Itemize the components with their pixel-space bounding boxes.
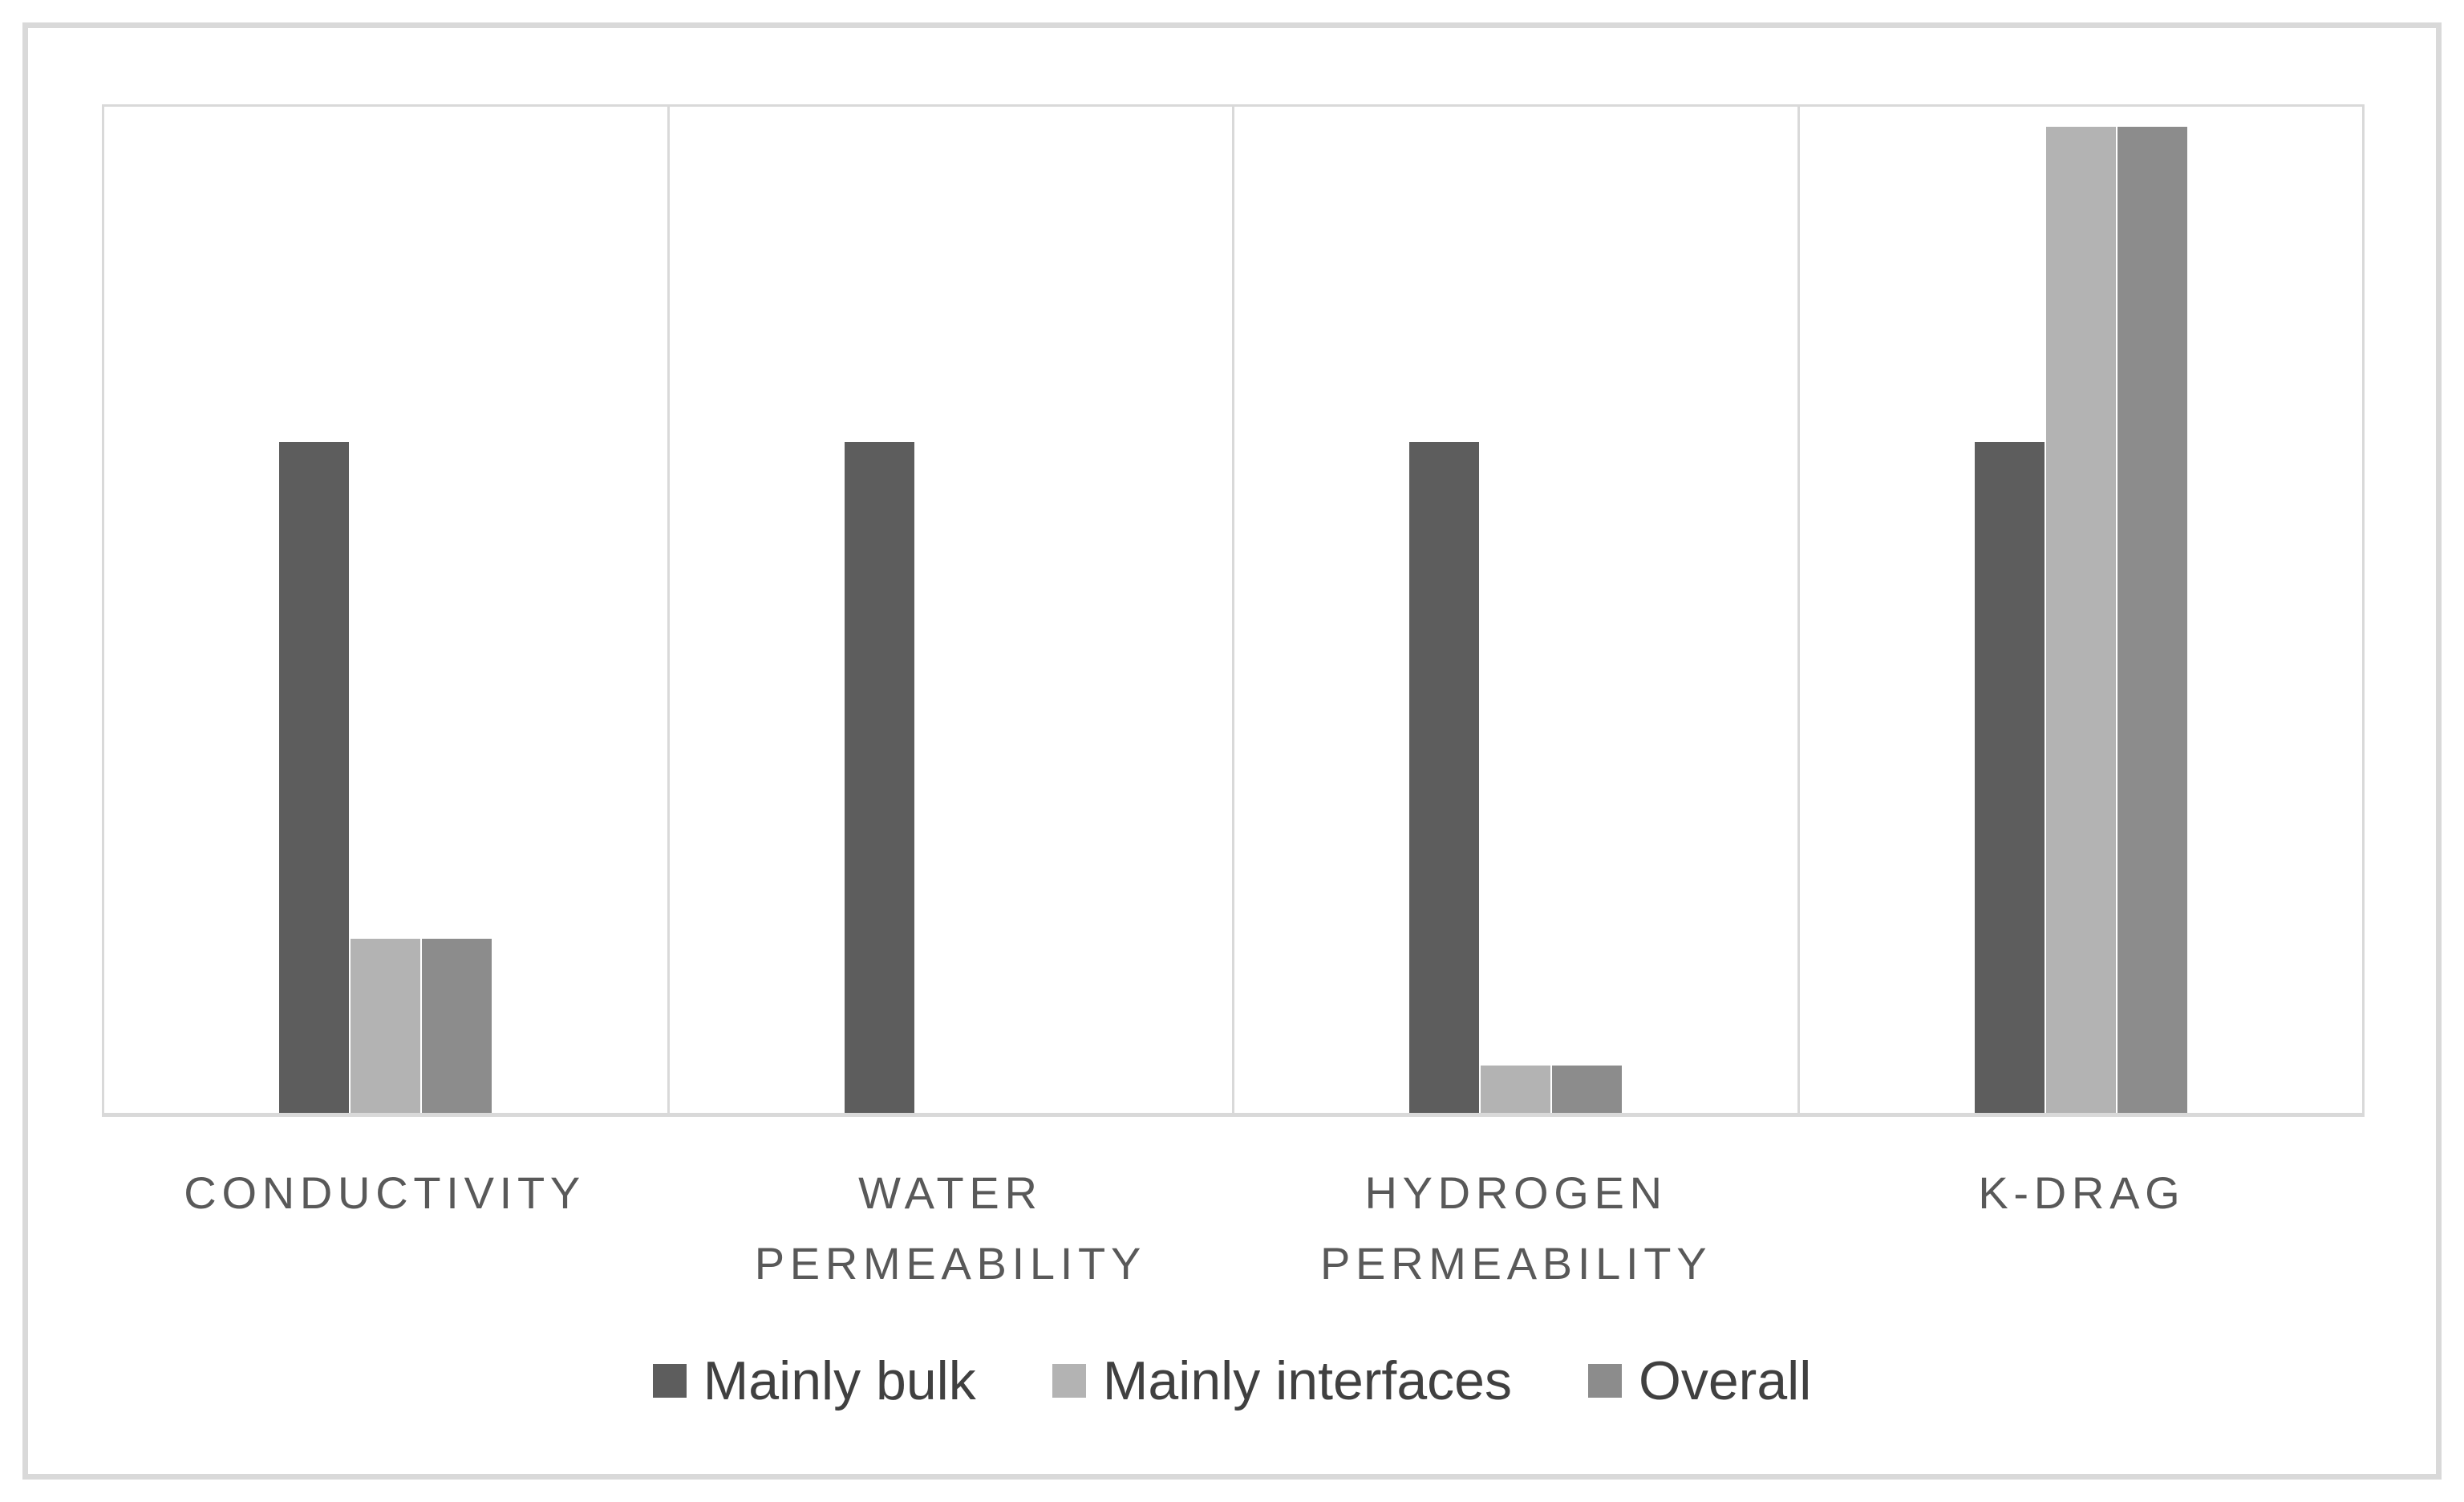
bar-mainly-interfaces-k-drag — [2045, 127, 2116, 1113]
bar-mainly-bulk-hydrogen-permeability — [1409, 442, 1480, 1113]
plot-area — [102, 104, 2365, 1117]
bar-overall-hydrogen-permeability — [1552, 1066, 1623, 1113]
legend: Mainly bulk Mainly interfaces Overall — [0, 1350, 2464, 1412]
panel-hydrogen-permeability — [1234, 107, 1800, 1113]
category-axis-labels: CONDUCTIVITY WATER PERMEABILITY HYDROGEN P… — [102, 1158, 2365, 1299]
chart-outer-frame — [22, 22, 2442, 1480]
legend-item-mainly-interfaces: Mainly interfaces — [1052, 1350, 1512, 1412]
bar-mainly-bulk-k-drag — [1974, 442, 2045, 1113]
bar-mainly-interfaces-conductivity — [351, 939, 421, 1113]
legend-item-mainly-bulk: Mainly bulk — [652, 1350, 976, 1412]
legend-label-mainly-bulk: Mainly bulk — [703, 1350, 976, 1411]
category-label-conductivity: CONDUCTIVITY — [184, 1167, 586, 1218]
category-label-hydrogen-permeability: HYDROGEN PERMEABILITY — [1319, 1167, 1712, 1289]
legend-swatch-overall — [1587, 1364, 1622, 1398]
bar-mainly-bulk-conductivity — [279, 442, 350, 1113]
panel-water-permeability — [670, 107, 1234, 1113]
bar-overall-k-drag — [2117, 127, 2187, 1113]
bar-mainly-interfaces-hydrogen-permeability — [1481, 1066, 1551, 1113]
legend-swatch-mainly-bulk — [652, 1364, 687, 1398]
bar-overall-conductivity — [422, 939, 492, 1113]
legend-label-overall: Overall — [1638, 1350, 1812, 1411]
legend-item-overall: Overall — [1587, 1350, 1812, 1412]
bar-mainly-bulk-water-permeability — [844, 442, 914, 1113]
panel-k-drag — [1800, 107, 2363, 1113]
legend-label-mainly-interfaces: Mainly interfaces — [1102, 1350, 1512, 1411]
category-label-water-permeability: WATER PERMEABILITY — [754, 1167, 1147, 1289]
category-label-k-drag: K-DRAG — [1978, 1167, 2186, 1218]
panel-conductivity — [104, 107, 670, 1113]
legend-swatch-mainly-interfaces — [1052, 1364, 1086, 1398]
